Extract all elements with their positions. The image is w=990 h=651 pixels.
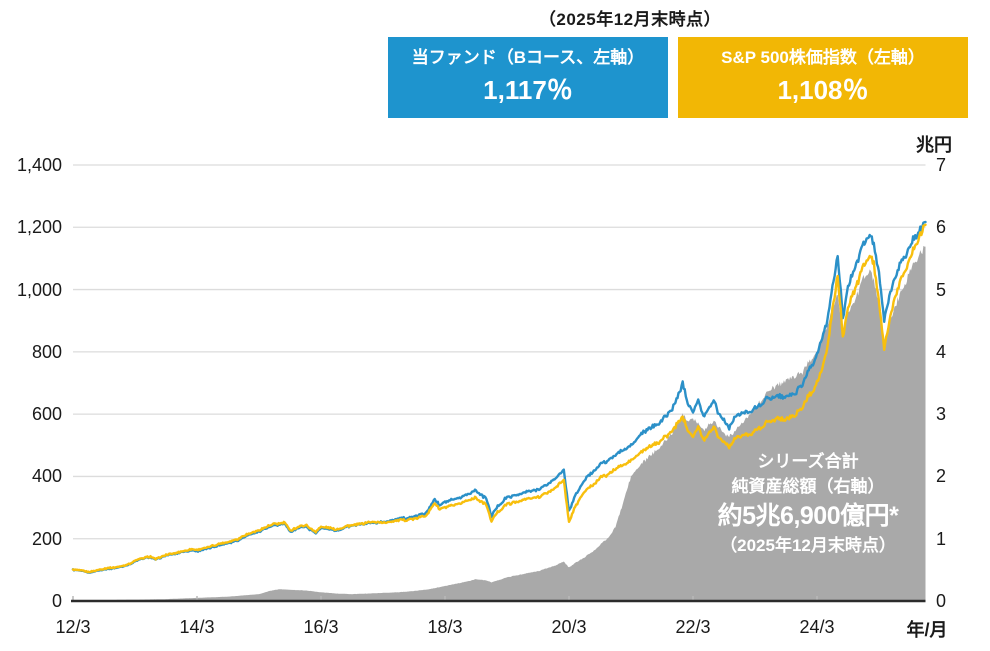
x-axis-label-16/3: 16/3 <box>303 617 339 637</box>
left-axis-label-400: 400 <box>31 466 62 487</box>
right-axis-label-6: 6 <box>936 217 947 238</box>
annotation-net-assets-value: 約5兆6,900億円* <box>717 502 899 530</box>
right-axis-unit-label: 兆円 <box>916 135 952 155</box>
net-assets-area <box>73 245 926 601</box>
x-axis-unit-label: 年/月 <box>906 620 948 640</box>
left-axis-label-1,400: 1,400 <box>16 155 62 175</box>
left-axis-label-1,200: 1,200 <box>16 217 62 238</box>
x-axis-label-22/3: 22/3 <box>675 617 711 637</box>
chart-title: （2025年12月末時点） <box>538 10 722 29</box>
legend-sp500: S&P 500株価指数（左軸） 1,108％ <box>678 37 968 118</box>
x-axis-label-20/3: 20/3 <box>551 617 587 637</box>
annotation-series-total: シリーズ合計 <box>757 452 859 471</box>
right-axis-label-2: 2 <box>936 466 947 487</box>
left-axis-label-800: 800 <box>31 341 62 362</box>
legend-fund: 当ファンド（Bコース、左軸） 1,117％ <box>388 37 668 118</box>
left-axis-label-1,000: 1,000 <box>16 279 62 300</box>
sp500-line <box>71 223 927 574</box>
right-axis-label-0: 0 <box>936 591 947 611</box>
left-axis-label-200: 200 <box>31 528 62 549</box>
left-axis-label-0: 0 <box>51 591 62 611</box>
x-axis-label-12/3: 12/3 <box>55 617 91 637</box>
right-axis-label-5: 5 <box>936 279 947 300</box>
legend-fund-label: 当ファンド（Bコース、左軸） <box>411 48 645 67</box>
right-axis-label-3: 3 <box>936 404 947 425</box>
legend-fund-value: 1,117％ <box>483 75 573 105</box>
annotation-net-assets-label: 純資産総額（右軸） <box>731 477 885 496</box>
x-axis-label-14/3: 14/3 <box>179 617 215 637</box>
left-axis-label-600: 600 <box>31 404 62 425</box>
right-axis-label-7: 7 <box>936 155 947 175</box>
right-axis-label-1: 1 <box>936 528 947 549</box>
x-axis-label-18/3: 18/3 <box>427 617 463 637</box>
net-assets-annotation: シリーズ合計 純資産総額（右軸） 約5兆6,900億円* （2025年12月末時… <box>686 449 930 558</box>
x-axis-label-24/3: 24/3 <box>799 617 835 637</box>
legend-sp500-value: 1,108％ <box>777 75 869 105</box>
right-axis-label-4: 4 <box>936 341 947 362</box>
legend-sp500-label: S&P 500株価指数（左軸） <box>721 48 925 67</box>
annotation-asof-date: （2025年12月末時点） <box>720 536 896 555</box>
